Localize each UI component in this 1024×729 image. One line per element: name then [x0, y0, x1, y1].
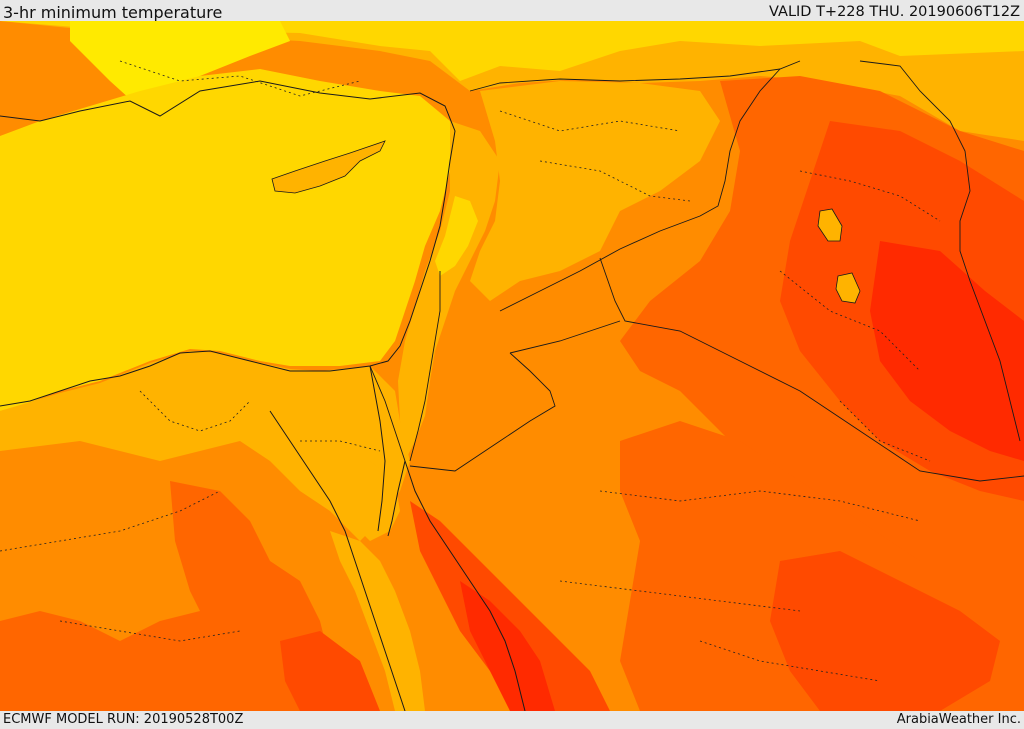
iraq-internal-3 [839, 400, 931, 462]
iraq-internal-2 [779, 270, 921, 372]
syria-light-zone [470, 81, 720, 301]
lake-habbaniyah [835, 272, 861, 304]
turkey-syria-border [469, 60, 801, 92]
footer-bar: ECMWF MODEL RUN: 20190528T00Z ArabiaWeat… [0, 711, 1024, 729]
turkey-internal-2 [499, 110, 681, 132]
hejaz-red [410, 501, 610, 711]
political-borders [369, 60, 1024, 482]
egypt-internal-2 [59, 620, 241, 642]
saudi-red-orange [770, 551, 1000, 711]
mediterranean-coast [0, 80, 456, 407]
lake-tharthar [817, 208, 843, 242]
saudi-internal-2 [559, 580, 801, 612]
hejaz-red-core [460, 581, 555, 711]
cyprus [271, 140, 386, 194]
map-title: 3-hr minimum temperature [3, 3, 223, 22]
lebanon-mountains-yellow [435, 196, 478, 276]
gulf-of-suez [369, 365, 386, 532]
credit-label: ArabiaWeather Inc. [896, 712, 1021, 727]
valid-time: VALID T+228 THU. 20190606T12Z [769, 4, 1020, 20]
north-pale-yellow-zone [70, 21, 290, 99]
jordan-saudi-border [509, 320, 621, 354]
syria-internal [539, 160, 691, 202]
levant-coast-light [398, 121, 500, 461]
sinai-internal [300, 440, 381, 452]
model-run-label: ECMWF MODEL RUN: 20190528T00Z [3, 712, 244, 727]
red-sea-west-coast [269, 410, 406, 711]
temperature-map-canvas [0, 21, 1024, 711]
temperature-map[interactable] [0, 21, 1024, 711]
iraq-iran-border [859, 60, 1021, 442]
syria-iraq-border [499, 68, 781, 312]
internal-boundaries [0, 60, 941, 682]
coastlines [0, 80, 526, 711]
israel-jordan-border [409, 271, 441, 462]
nile-delta-light [0, 351, 410, 541]
upper-egypt-red [280, 631, 380, 711]
egypt-israel-border [369, 365, 406, 462]
jordan-iraq-border [599, 257, 1024, 482]
gulf-of-aqaba [387, 460, 406, 537]
red-sea-light [330, 531, 425, 711]
egypt-internal-1 [0, 490, 221, 552]
north-yellow-zone [0, 21, 1024, 81]
north-light-zone [0, 21, 1024, 141]
nile-delta-internal [139, 390, 251, 432]
iraq-internal-1 [799, 170, 941, 222]
jordan-saudi-south [409, 352, 556, 472]
saudi-internal-1 [599, 490, 921, 522]
saudi-internal-3 [699, 640, 881, 682]
iraq-red-core [870, 241, 1024, 461]
header-bar: 3-hr minimum temperature VALID T+228 THU… [0, 0, 1024, 22]
sinai-light-zone [295, 421, 400, 541]
red-sea-east-coast [404, 460, 526, 711]
mediterranean-sea [0, 69, 455, 411]
